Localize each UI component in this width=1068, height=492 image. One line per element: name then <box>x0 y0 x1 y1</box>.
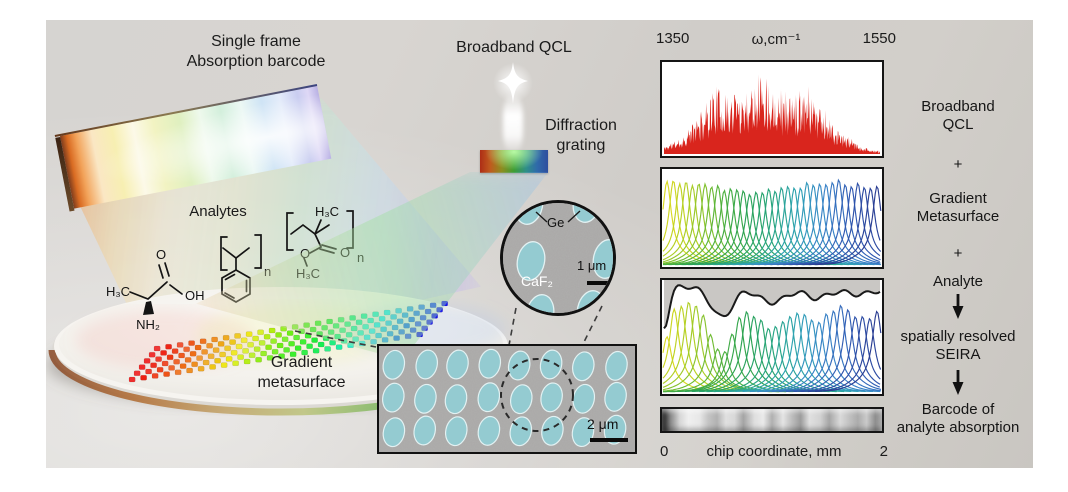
grating-label: Diffraction grating <box>545 117 617 154</box>
qcl-source-label: Broadband QCL <box>456 39 572 56</box>
svg-text:H₃C: H₃C <box>296 266 320 281</box>
svg-text:H₃C: H₃C <box>106 284 130 299</box>
diffraction-grating <box>480 150 548 173</box>
svg-text:n: n <box>264 264 271 279</box>
flow-gradient-metasurface: Gradient Metasurface <box>916 190 1000 225</box>
sem-zoom-scalebar <box>587 281 613 285</box>
ge-material-label: Ge <box>547 215 565 230</box>
axis-max: 1550 <box>862 30 896 47</box>
caf2-substrate-label: CaF₂ <box>521 273 553 289</box>
qcl-beam <box>503 94 523 154</box>
panel-seira-spectra <box>660 278 884 396</box>
flow-arrow-2 <box>884 370 1032 401</box>
svg-text:NH₂: NH₂ <box>136 317 160 332</box>
axis-title: ω,cm⁻¹ <box>751 31 801 48</box>
axis-title: chip coordinate, mm <box>706 443 842 460</box>
svg-text:O: O <box>156 247 166 262</box>
flow-barcode: Barcode of analyte absorption <box>896 401 1020 436</box>
sem-zoom-scale-label: 1 μm <box>577 258 607 273</box>
analytes-label: Analytes <box>189 203 247 220</box>
flow-plus-2: + <box>953 245 963 262</box>
graphical-abstract: Single frame Absorption barcode Analy <box>46 20 1033 468</box>
sem-overview-scale-label: 2 μm <box>587 416 619 432</box>
flow-analyte: Analyte <box>932 273 984 290</box>
svg-text:OH: OH <box>185 288 205 303</box>
wavenumber-axis: 1350 ω,cm⁻¹ 1550 <box>656 30 896 48</box>
sem-overview-canvas <box>379 346 635 452</box>
svg-text:O: O <box>340 245 350 260</box>
alanine-structure: H₃C O OH NH₂ <box>106 247 205 332</box>
process-flow: Broadband QCL + Gradient Metasurface + A… <box>884 20 1032 468</box>
panel-metasurface-resonances <box>660 167 884 269</box>
down-arrow-icon <box>952 370 964 395</box>
left-title: Single frame Absorption barcode <box>141 32 371 72</box>
axis-min: 0 <box>660 443 669 460</box>
flow-arrow-1 <box>884 294 1032 325</box>
sparkle-icon <box>493 62 533 104</box>
pmma-structure: H₃C O O H₃C n <box>286 204 364 281</box>
svg-text:O: O <box>300 246 310 261</box>
flow-seira: spatially resolved SEIRA <box>900 328 1016 363</box>
sem-zoom-canvas <box>503 203 613 313</box>
axis-min: 1350 <box>656 30 690 47</box>
analyte-structures: H₃C O OH NH₂ n H₃C O O H <box>106 204 364 332</box>
metasurface-label: Gradient metasurface <box>257 354 346 391</box>
sem-overview-scalebar <box>590 438 628 442</box>
title-line-2: Absorption barcode <box>186 53 326 70</box>
sem-zoom-image: Ge CaF₂ 1 μm <box>500 200 616 316</box>
flow-broadband-qcl: Broadband QCL <box>921 98 995 133</box>
title-line-1: Single frame <box>211 33 301 50</box>
absorption-barcode-strip <box>660 407 884 433</box>
chip-coordinate-axis: 0 chip coordinate, mm 2 <box>660 443 888 460</box>
flow-plus-1: + <box>953 156 963 173</box>
sem-overview-image: 2 μm <box>377 344 637 454</box>
down-arrow-icon <box>952 294 964 319</box>
svg-text:n: n <box>357 250 364 265</box>
panel-qcl-spectrum <box>660 60 884 158</box>
svg-text:H₃C: H₃C <box>315 204 339 219</box>
polystyrene-structure: n <box>220 234 271 303</box>
axis-max: 2 <box>879 443 888 460</box>
